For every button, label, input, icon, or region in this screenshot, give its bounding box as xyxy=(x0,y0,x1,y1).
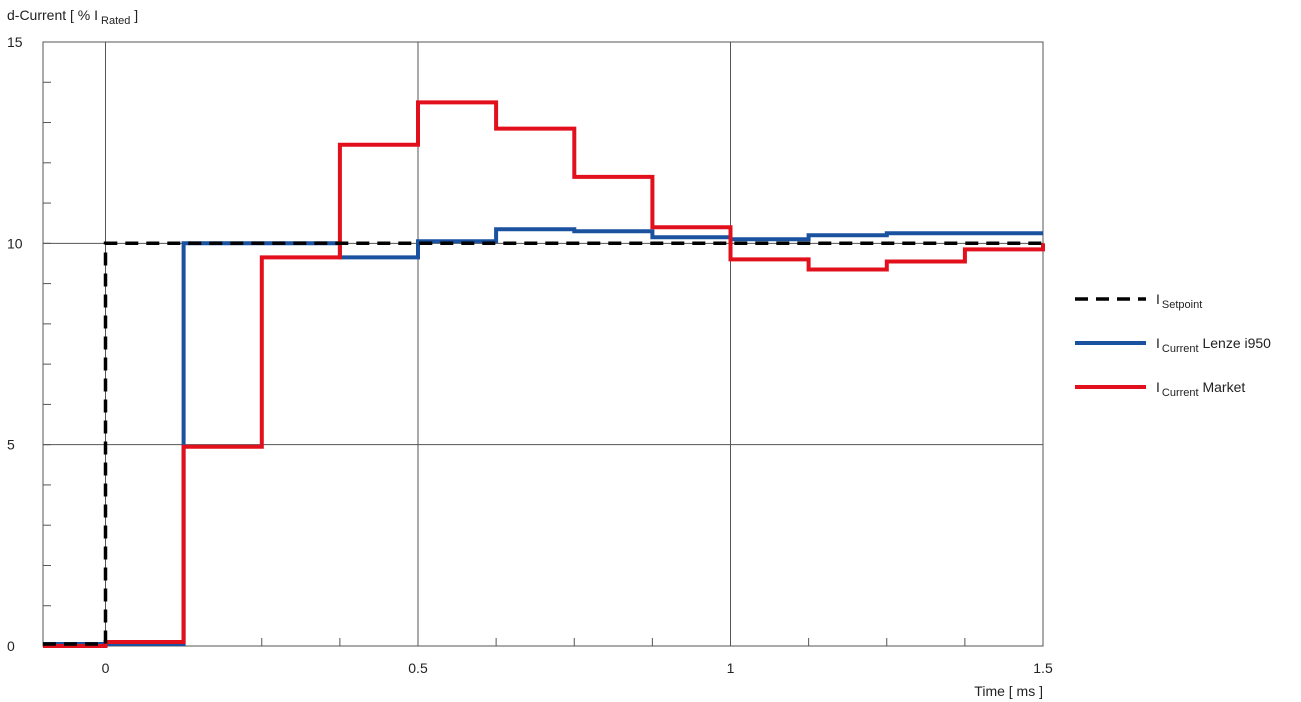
series-line-2 xyxy=(43,100,1045,648)
minor-ticks xyxy=(43,81,966,646)
y-axis-title-main: d-Current [ % I xyxy=(7,7,98,23)
series-lines xyxy=(43,100,1045,648)
y-tick-label: 10 xyxy=(7,235,23,251)
x-tick-label: 1 xyxy=(727,660,735,676)
y-tick-label: 0 xyxy=(7,638,15,654)
x-tick-label: 0 xyxy=(102,660,110,676)
legend-label-2: I Current Market xyxy=(1156,379,1245,399)
x-tick-label: 0.5 xyxy=(408,660,428,676)
legend-label-1: I Current Lenze i950 xyxy=(1156,335,1271,355)
y-tick-label: 5 xyxy=(7,437,15,453)
legend: I Setpoint I Current Lenze i950 I Current Mar… xyxy=(1075,291,1271,399)
y-axis-title: d-Current [ % I Rated ] xyxy=(7,7,138,27)
y-tick-labels: 0 5 10 15 xyxy=(7,34,23,654)
y-axis-title-subscript: Rated xyxy=(101,15,130,27)
plot-frame xyxy=(42,41,1044,647)
plot-area xyxy=(42,41,1045,648)
series-line-0 xyxy=(43,241,1043,646)
x-axis-title: Time [ ms ] xyxy=(974,683,1043,699)
x-tick-labels: 0 0.5 1 1.5 xyxy=(102,660,1053,676)
legend-label-0: I Setpoint xyxy=(1156,291,1202,311)
y-tick-label: 15 xyxy=(7,34,23,50)
x-tick-label: 1.5 xyxy=(1033,660,1053,676)
y-axis-title-suffix: ] xyxy=(130,7,138,23)
